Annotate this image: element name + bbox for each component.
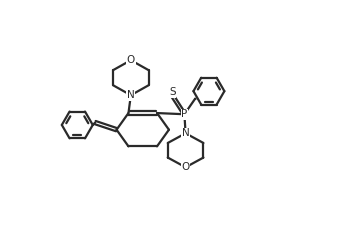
Text: P: P <box>181 109 188 119</box>
Text: N: N <box>127 90 135 100</box>
Text: O: O <box>127 55 135 65</box>
Text: O: O <box>181 162 190 172</box>
Text: N: N <box>182 128 189 138</box>
Text: S: S <box>169 87 176 97</box>
